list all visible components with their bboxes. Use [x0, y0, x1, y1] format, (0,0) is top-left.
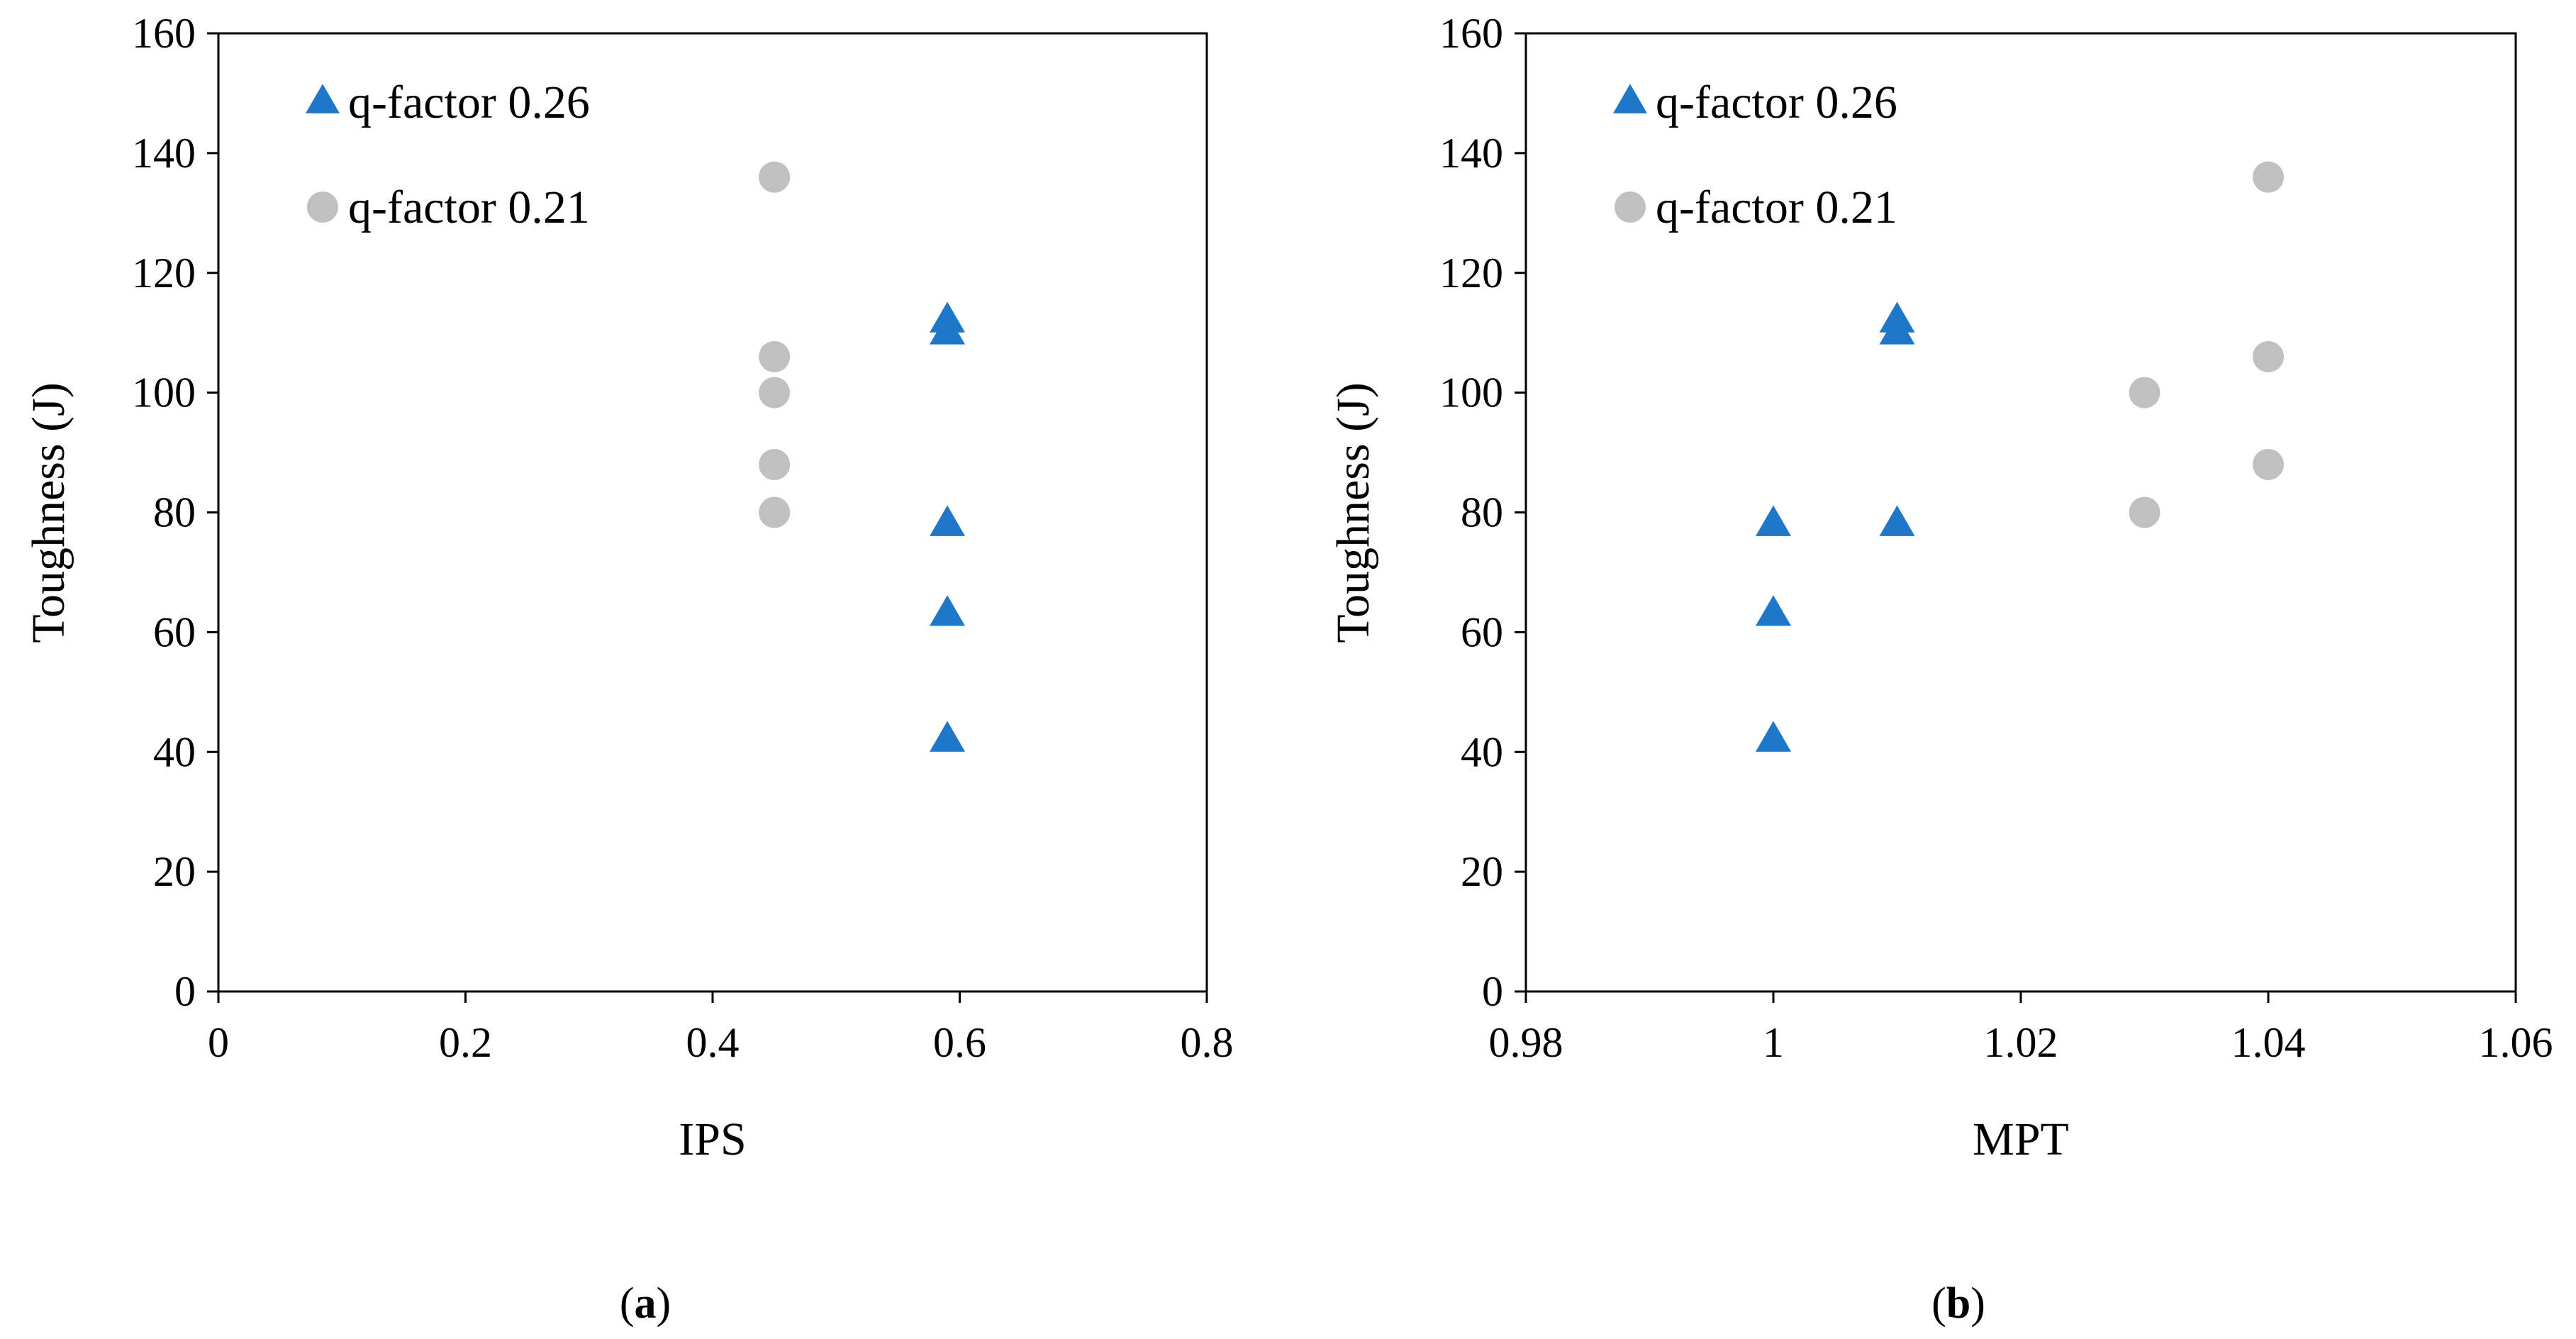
- panel-a-x-tick-label: 0.6: [933, 1019, 986, 1066]
- panel-b-x-tick-label: 0.98: [1489, 1019, 1563, 1066]
- panel-a-axes: [207, 32, 1208, 1003]
- panel-a-x-tick-label: 0: [208, 1019, 229, 1066]
- panel-a-y-tick-label: 100: [132, 370, 196, 416]
- panel-b-point-q021: [2253, 448, 2284, 480]
- panel-b-legend-label: q-factor 0.26: [1656, 77, 1897, 128]
- panel-b-legend-circle-icon: [1615, 191, 1646, 223]
- panel-b-x-tick-label: 1.06: [2479, 1019, 2553, 1066]
- panel-b-point-q021: [2129, 377, 2160, 409]
- panel-a-y-tick-label: 0: [174, 968, 196, 1015]
- panel-a-legend-circle-icon: [307, 191, 338, 223]
- panel-b-data-points: [1756, 161, 2284, 752]
- panel-a-point-q021: [759, 161, 791, 193]
- panel-b-x-tick-label: 1: [1763, 1019, 1784, 1066]
- panel-a-x-axis-title: IPS: [679, 1113, 746, 1165]
- panel-a-legend-triangle-icon: [306, 84, 340, 113]
- panel-a-x-tick-labels: 0 0.2 0.4 0.6 0.8: [208, 1019, 1234, 1066]
- panel-b-label: (b): [1931, 1279, 1985, 1328]
- panel-b-point-q021: [2253, 340, 2284, 372]
- panel-a-x-tick-label: 0.8: [1181, 1019, 1234, 1066]
- panel-b-point-q026: [1756, 505, 1791, 536]
- panel-b-y-tick-label: 40: [1461, 728, 1503, 775]
- panel-b-y-tick-label: 100: [1439, 370, 1503, 416]
- panel-a-y-tick-label: 140: [132, 130, 196, 177]
- panel-b-y-tick-label: 80: [1461, 489, 1503, 536]
- panel-b-y-tick-label: 160: [1439, 10, 1503, 57]
- panel-a-point-q021: [759, 496, 791, 528]
- panel-b-point-q026: [1879, 313, 1915, 345]
- panel-b-legend: q-factor 0.26 q-factor 0.21: [1613, 77, 1897, 233]
- panel-b-axes: [1515, 32, 2517, 1003]
- panel-a: 0 20 40 60 80 100 120 140 160 0 0.2 0.4 0.6 0.8 q-fa…: [23, 10, 1234, 1328]
- panel-b-x-tick-label: 1.04: [2231, 1019, 2306, 1066]
- panel-a-point-q026: [930, 721, 966, 752]
- panel-b-x-tick-labels: 0.98 1 1.02 1.04 1.06: [1489, 1019, 2553, 1066]
- panel-a-y-tick-label: 40: [153, 728, 196, 775]
- panel-b-y-tick-label: 20: [1461, 848, 1503, 895]
- panel-b-x-tick-label: 1.02: [1984, 1019, 2058, 1066]
- panel-b-point-q021: [2253, 161, 2284, 193]
- panel-a-x-tick-label: 0.4: [686, 1019, 740, 1066]
- panel-b-y-tick-label: 0: [1482, 968, 1503, 1015]
- panel-b-label-letter: b: [1946, 1279, 1970, 1328]
- panel-a-label-letter: a: [635, 1279, 657, 1328]
- panel-b-point-q026: [1756, 721, 1791, 752]
- panel-b-point-q026: [1879, 505, 1915, 536]
- panel-b-y-tick-labels: 0 20 40 60 80 100 120 140 160: [1439, 10, 1503, 1015]
- panel-b-point-q021: [2129, 496, 2160, 528]
- panel-a-legend-label: q-factor 0.21: [348, 182, 590, 233]
- panel-a-x-tick-label: 0.2: [439, 1019, 492, 1066]
- panel-b-x-axis-title: MPT: [1973, 1113, 2069, 1165]
- panel-a-y-tick-label: 120: [132, 250, 196, 296]
- panel-a-point-q021: [759, 377, 791, 409]
- panel-a-legend-label: q-factor 0.26: [348, 77, 590, 128]
- panel-b-legend-triangle-icon: [1613, 84, 1647, 113]
- panel-b-y-tick-label: 120: [1439, 250, 1503, 296]
- panel-b-y-tick-label: 60: [1461, 609, 1503, 655]
- panel-b-plot-frame: [1524, 32, 2517, 993]
- panel-a-y-tick-labels: 0 20 40 60 80 100 120 140 160: [132, 10, 196, 1015]
- panel-a-y-axis-title: Toughness (J): [23, 382, 74, 643]
- panel-b-point-q026: [1756, 595, 1791, 626]
- panel-a-point-q021: [759, 340, 791, 372]
- panel-a-point-q021: [759, 448, 791, 480]
- panel-a-label: (a): [620, 1279, 671, 1328]
- panel-a-data-points: [759, 161, 966, 752]
- panel-a-y-tick-label: 160: [132, 10, 196, 57]
- panel-a-y-tick-label: 60: [153, 609, 196, 655]
- panel-a-point-q026: [930, 313, 966, 345]
- panel-b-y-tick-label: 140: [1439, 130, 1503, 177]
- panel-a-y-tick-label: 20: [153, 848, 196, 895]
- panel-b-y-axis-title: Toughness (J): [1327, 382, 1379, 643]
- panel-b-legend-label: q-factor 0.21: [1656, 182, 1897, 233]
- panel-a-legend: q-factor 0.26 q-factor 0.21: [306, 77, 590, 233]
- panel-a-y-tick-label: 80: [153, 489, 196, 536]
- panel-a-point-q026: [930, 595, 966, 626]
- panel-a-plot-frame: [217, 32, 1208, 993]
- panel-a-point-q026: [930, 505, 966, 536]
